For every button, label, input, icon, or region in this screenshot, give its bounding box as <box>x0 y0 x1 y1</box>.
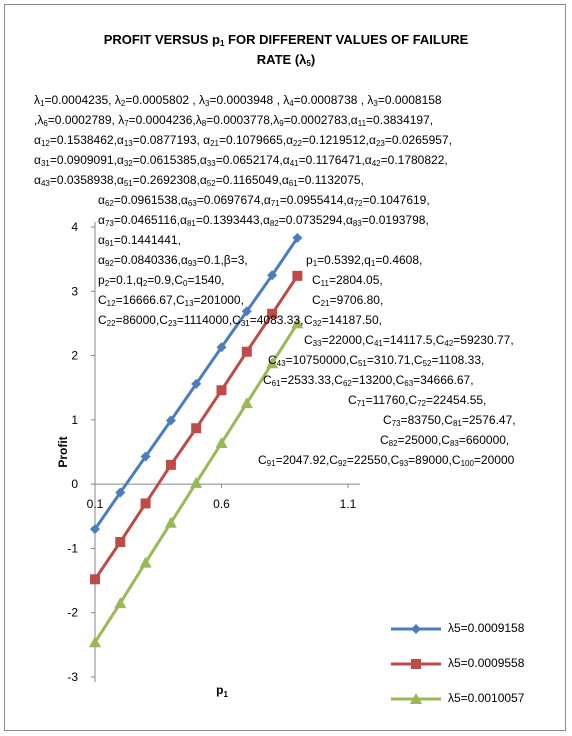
data-point <box>410 693 422 704</box>
data-point <box>292 232 303 243</box>
parameter-line: p1=0.5392,q1=0.4608, <box>306 253 423 268</box>
data-point <box>140 451 151 462</box>
data-point <box>266 357 279 369</box>
parameter-line: α62=0.0961538,α63=0.0697674,α71=0.095541… <box>98 193 430 208</box>
parameter-line: λ1=0.0004235, λ2=0.0005802 , λ3=0.000394… <box>34 93 442 108</box>
data-point <box>291 317 304 329</box>
data-point <box>216 385 227 396</box>
parameter-line: C71=11760,C72=22454.55, <box>348 393 487 408</box>
chart-title-line-1: PROFIT VERSUS p1 FOR DIFFERENT VALUES OF… <box>103 32 469 48</box>
parameter-line: C21=9706.80, <box>312 293 384 308</box>
y-tick-label: 1 <box>71 413 78 427</box>
parameter-line: C33=22000,C41=14117.5,C42=59230.77, <box>304 333 514 348</box>
parameter-line: C61=2533.33,C62=13200,C63=34666.67, <box>263 373 474 388</box>
data-point <box>215 437 228 448</box>
data-point <box>165 415 176 426</box>
data-point <box>140 498 151 509</box>
data-point <box>411 624 421 634</box>
chart-frame <box>4 4 566 731</box>
legend-label: λ5=0.0010057 <box>448 691 525 705</box>
y-tick-label: 0 <box>71 477 78 491</box>
data-point <box>114 597 127 609</box>
parameter-line: C82=25000,C83=660000, <box>380 433 510 448</box>
legend-label: λ5=0.0009158 <box>448 621 525 635</box>
parameter-line: C43=10750000,C51=310.71,C52=1108.33, <box>268 353 485 368</box>
data-point <box>190 476 203 488</box>
data-point <box>411 659 421 669</box>
data-point <box>164 516 177 528</box>
parameter-line: C22=86000,C23=1114000,C31=4083.33, <box>98 313 304 328</box>
y-axis-title: Profit <box>56 436 70 467</box>
y-tick-label: 2 <box>71 349 78 363</box>
parameter-line: α91=0.1441441, <box>98 233 181 248</box>
x-tick-label: 0.6 <box>213 497 230 511</box>
parameter-line: C32=14187.50, <box>304 313 382 328</box>
data-point <box>90 574 100 585</box>
data-point <box>115 487 126 498</box>
y-tick-label: -3 <box>67 670 78 684</box>
data-point <box>165 459 176 470</box>
parameter-line: α73=0.0465116,α81=0.1393443,α82=0.073529… <box>98 213 429 228</box>
x-tick-label: 0.1 <box>87 497 104 511</box>
y-tick-label: -2 <box>67 606 78 620</box>
parameter-line: C91=2047.92,C92=22550,C93=89000,C100=200… <box>258 453 515 468</box>
parameter-line: p2=0.1,q2=0.9,C0=1540, <box>98 273 225 288</box>
data-point <box>191 423 202 434</box>
data-point <box>241 306 252 317</box>
data-point <box>89 636 101 648</box>
y-tick-label: 3 <box>71 284 78 298</box>
parameter-line: ,λ6=0.0002789, λ7=0.0004236,λ8=0.0003778… <box>34 113 434 128</box>
y-tick-label: 4 <box>71 220 78 234</box>
data-point <box>115 537 126 547</box>
chart-title-line-2: RATE (λ5) <box>256 52 316 68</box>
data-point <box>90 524 100 535</box>
data-point <box>241 346 252 357</box>
data-point <box>292 270 303 281</box>
data-point <box>191 378 202 389</box>
legend-label: λ5=0.0009558 <box>448 656 525 670</box>
parameter-line: α92=0.0840336,α93=0.1,β=3, <box>98 253 248 268</box>
parameter-line: α43=0.0358938,α51=0.2692308,α52=0.116504… <box>34 173 364 188</box>
parameter-line: C12=16666.67,C13=201000, <box>98 293 244 308</box>
data-point <box>267 308 278 319</box>
y-tick-label: -1 <box>67 541 78 555</box>
data-point <box>216 342 227 353</box>
data-point <box>267 270 278 281</box>
data-point <box>240 397 253 409</box>
parameter-line: α31=0.0909091,α32=0.0615385,α33=0.065217… <box>34 153 448 168</box>
parameter-line: α12=0.1538462,α13=0.0877193, α21=0.10796… <box>34 133 452 148</box>
x-tick-label: 1.1 <box>340 497 357 511</box>
parameter-line: C73=83750,C81=2576.47, <box>383 413 516 428</box>
data-point <box>139 556 152 568</box>
x-axis-title: p1 <box>216 683 228 699</box>
parameter-line: C11=2804.05, <box>312 273 383 288</box>
